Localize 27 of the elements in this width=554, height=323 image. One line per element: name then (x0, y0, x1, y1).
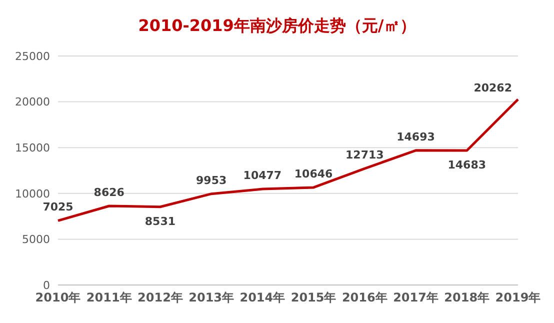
x-tick-label: 2015年 (290, 290, 336, 305)
y-tick-label: 25000 (15, 50, 50, 63)
data-label: 8531 (144, 214, 176, 228)
x-tick-label: 2017年 (393, 290, 438, 305)
data-label: 12713 (346, 148, 384, 162)
y-tick-label: 10000 (15, 187, 50, 200)
y-tick-label: 0 (43, 278, 50, 292)
x-tick-label: 2016年 (342, 290, 388, 305)
y-tick-label: 15000 (15, 142, 50, 155)
data-label: 8626 (94, 186, 125, 199)
x-tick-label: 2018年 (444, 290, 490, 305)
x-tick-label: 2014年 (240, 290, 286, 305)
x-tick-label: 2013年 (188, 290, 234, 305)
chart-title: 2010-2019年南沙房价走势（元/㎡） (137, 15, 417, 37)
data-label: 10477 (243, 169, 282, 182)
y-tick-label: 5000 (22, 233, 50, 246)
x-tick-label: 2010年 (35, 290, 81, 305)
data-label: 14693 (396, 130, 435, 144)
data-label: 20262 (474, 81, 512, 94)
data-label: 9953 (196, 174, 227, 187)
x-tick-label: 2011年 (86, 290, 132, 305)
data-label: 10646 (294, 167, 334, 180)
data-label: 7025 (42, 200, 74, 214)
x-tick-label: 2019年 (495, 290, 541, 305)
y-tick-label: 20000 (15, 96, 50, 109)
x-tick-label: 2012年 (138, 290, 183, 305)
data-label: 14683 (448, 158, 486, 172)
